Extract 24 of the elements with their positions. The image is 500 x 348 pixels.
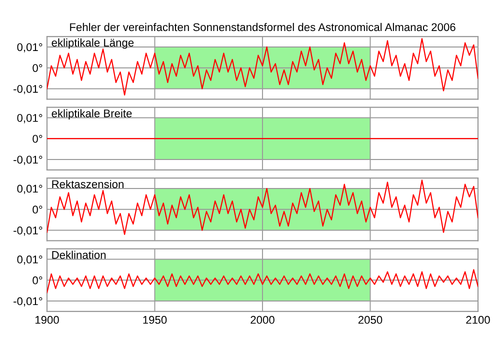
chart-subtitle: Deklination	[52, 250, 106, 259]
x-tick-label: 2050	[358, 316, 382, 324]
x-tick-label: 2100	[466, 316, 490, 324]
x-tick-label: 1950	[143, 316, 167, 324]
x-tick-label: 2000	[250, 316, 274, 324]
y-tick-label: -0,01°	[14, 156, 42, 165]
y-tick-label: 0°	[32, 134, 42, 143]
y-tick-label: 0°	[32, 64, 42, 72]
x-tick-label: 1900	[35, 316, 59, 324]
y-tick-label: -0,01°	[14, 297, 42, 306]
y-tick-label: 0,01°	[17, 43, 42, 52]
y-tick-label: -0,01°	[14, 84, 42, 94]
y-tick-label: 0°	[32, 276, 42, 284]
y-tick-label: -0,01°	[14, 226, 42, 236]
chart-subtitle: ekliptikale Länge	[52, 38, 134, 49]
y-tick-label: 0,01°	[17, 114, 42, 124]
chart-subtitle: Rektaszension	[52, 180, 124, 188]
line-series	[47, 38, 478, 96]
y-tick-label: 0°	[32, 206, 42, 214]
y-tick-label: 0,01°	[17, 256, 42, 265]
y-tick-label: 0,01°	[17, 184, 42, 194]
line-series	[47, 269, 478, 294]
chart-subtitle: ekliptikale Breite	[52, 109, 132, 120]
chart-title: Fehler der vereinfachten Sonnenstandsformel des Astronomical Almanac 2006	[70, 22, 456, 32]
